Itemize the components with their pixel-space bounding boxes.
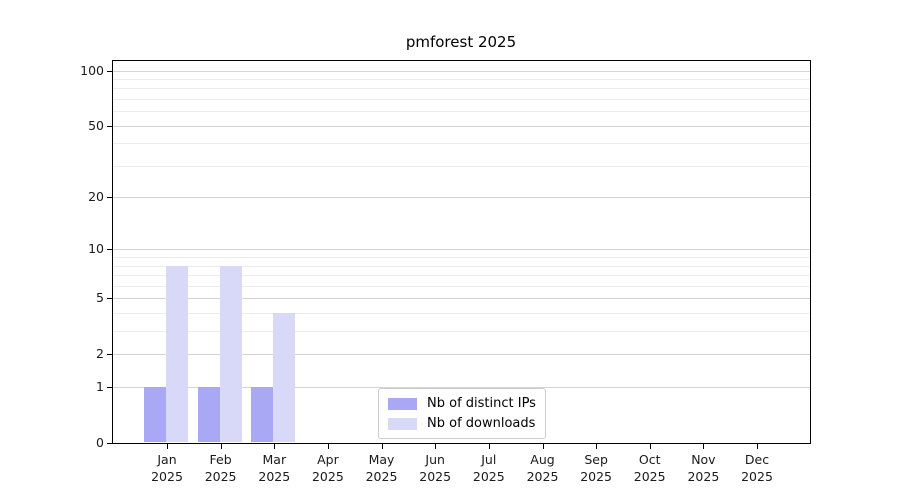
x-tick-label: Aug 2025 [526, 452, 559, 484]
x-tick-label: Apr 2025 [311, 452, 344, 484]
legend-label-downloads: Nb of downloads [427, 416, 536, 431]
x-tick-label: Feb 2025 [204, 452, 237, 484]
gridline-major [113, 197, 810, 199]
gridline-minor [113, 98, 810, 100]
bar-downloads-feb [219, 265, 242, 442]
y-tick [107, 125, 112, 127]
legend-swatch-distinct-ips [388, 397, 417, 410]
bar-distinct-ips-mar [251, 387, 274, 442]
y-tick [107, 298, 112, 300]
y-tick [107, 443, 112, 444]
y-tick-label: 2 [96, 346, 104, 362]
y-tick-label: 100 [80, 62, 104, 78]
x-tick-label: Oct 2025 [633, 452, 666, 484]
gridline-minor [113, 257, 810, 259]
gridline-minor [113, 111, 810, 113]
gridline-minor [113, 78, 810, 80]
plot-area [112, 60, 811, 444]
y-tick-label: 10 [88, 241, 104, 257]
gridline-minor [113, 165, 810, 167]
y-tick [107, 249, 112, 251]
x-tick-label: Nov 2025 [687, 452, 720, 484]
x-tick [220, 444, 222, 449]
bar-distinct-ips-feb [197, 387, 220, 442]
gridline-minor [113, 313, 810, 315]
x-tick [757, 444, 758, 449]
y-tick-label: 5 [96, 290, 104, 306]
x-tick-label: May 2025 [365, 452, 398, 484]
x-tick [327, 444, 329, 449]
gridline-minor [113, 88, 810, 90]
x-tick-label: Sep 2025 [580, 452, 612, 484]
gridline-major [113, 354, 810, 356]
gridline-major [113, 298, 810, 300]
y-tick-label: 50 [88, 117, 104, 133]
gridline-major [113, 249, 810, 251]
y-tick-label: 0 [96, 435, 104, 450]
bar-downloads-jan [166, 265, 188, 442]
x-tick-label: Mar 2025 [258, 452, 291, 484]
x-tick-label: Dec 2025 [741, 452, 773, 484]
gridline-major [113, 125, 810, 127]
x-tick [488, 444, 490, 449]
y-tick-label: 1 [96, 379, 104, 395]
gridline-minor [113, 143, 810, 145]
y-tick [107, 387, 112, 389]
gridline-major [113, 387, 810, 389]
gridline-minor [113, 331, 810, 333]
x-tick [596, 444, 598, 449]
x-tick [435, 444, 437, 449]
legend-item-downloads: Nb of downloads [388, 415, 536, 432]
y-tick [107, 70, 112, 72]
x-tick [381, 444, 383, 449]
x-tick [167, 444, 168, 449]
x-tick-label: Jan 2025 [151, 452, 183, 484]
gridline-major [113, 70, 810, 72]
gridline-minor [113, 265, 810, 267]
bar-downloads-mar [273, 313, 296, 442]
y-tick [107, 197, 112, 199]
legend-label-distinct-ips: Nb of distinct IPs [427, 396, 536, 411]
gridline-minor [113, 285, 810, 287]
bar-distinct-ips-jan [144, 387, 166, 442]
gridline-minor [113, 275, 810, 277]
chart-title: pmforest 2025 [405, 33, 517, 51]
x-tick [649, 444, 651, 449]
x-tick [542, 444, 544, 449]
y-tick [107, 354, 112, 356]
legend: Nb of distinct IPs Nb of downloads [378, 388, 546, 439]
y-tick-label: 20 [88, 189, 104, 205]
x-tick-label: Jul 2025 [472, 452, 505, 484]
x-tick-label: Jun 2025 [419, 452, 452, 484]
legend-item-distinct-ips: Nb of distinct IPs [388, 395, 536, 412]
x-tick [274, 444, 276, 449]
x-tick [703, 444, 705, 449]
legend-swatch-downloads [388, 417, 417, 430]
